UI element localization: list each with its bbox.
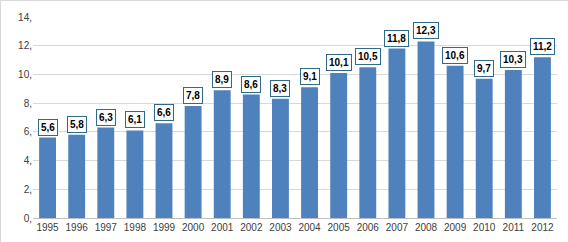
svg-text:7,8: 7,8 <box>186 90 200 101</box>
svg-text:11,2: 11,2 <box>533 41 552 52</box>
svg-text:10,1: 10,1 <box>329 57 349 68</box>
svg-text:11,8: 11,8 <box>387 33 406 44</box>
svg-text:8,6: 8,6 <box>244 79 258 90</box>
svg-text:2005: 2005 <box>328 222 351 233</box>
svg-text:8,3: 8,3 <box>273 83 287 94</box>
svg-text:12,3: 12,3 <box>416 25 436 36</box>
svg-text:9,1: 9,1 <box>303 71 317 82</box>
svg-text:2009: 2009 <box>444 222 467 233</box>
svg-text:2004: 2004 <box>298 222 321 233</box>
svg-text:6,6: 6,6 <box>157 107 171 118</box>
svg-text:1999: 1999 <box>153 222 176 233</box>
svg-text:5,8: 5,8 <box>70 119 84 130</box>
svg-text:4,: 4, <box>24 155 32 166</box>
svg-text:8,: 8, <box>24 98 32 109</box>
svg-text:2012: 2012 <box>531 222 554 233</box>
svg-text:1995: 1995 <box>36 222 59 233</box>
svg-text:2002: 2002 <box>240 222 263 233</box>
svg-text:2003: 2003 <box>269 222 292 233</box>
svg-text:2001: 2001 <box>211 222 234 233</box>
svg-text:6,3: 6,3 <box>99 112 113 123</box>
svg-text:10,5: 10,5 <box>358 51 378 62</box>
svg-text:1998: 1998 <box>124 222 147 233</box>
svg-text:12,: 12, <box>18 40 32 51</box>
svg-text:1997: 1997 <box>95 222 118 233</box>
svg-text:2,: 2, <box>24 184 32 195</box>
svg-text:6,1: 6,1 <box>128 114 142 125</box>
svg-text:10,3: 10,3 <box>503 54 523 65</box>
svg-text:14,: 14, <box>18 12 32 23</box>
svg-text:2000: 2000 <box>182 222 205 233</box>
svg-text:10,6: 10,6 <box>445 50 465 61</box>
svg-text:2010: 2010 <box>473 222 496 233</box>
svg-text:2006: 2006 <box>357 222 380 233</box>
svg-text:2008: 2008 <box>415 222 438 233</box>
svg-text:2007: 2007 <box>386 222 409 233</box>
svg-text:6,: 6, <box>24 126 32 137</box>
svg-text:9,7: 9,7 <box>477 63 491 74</box>
svg-text:5,6: 5,6 <box>41 122 55 133</box>
svg-text:0,: 0, <box>24 213 32 224</box>
svg-text:8,9: 8,9 <box>215 74 229 85</box>
svg-text:1996: 1996 <box>66 222 89 233</box>
svg-text:2011: 2011 <box>503 222 525 233</box>
svg-text:10,: 10, <box>18 69 32 80</box>
